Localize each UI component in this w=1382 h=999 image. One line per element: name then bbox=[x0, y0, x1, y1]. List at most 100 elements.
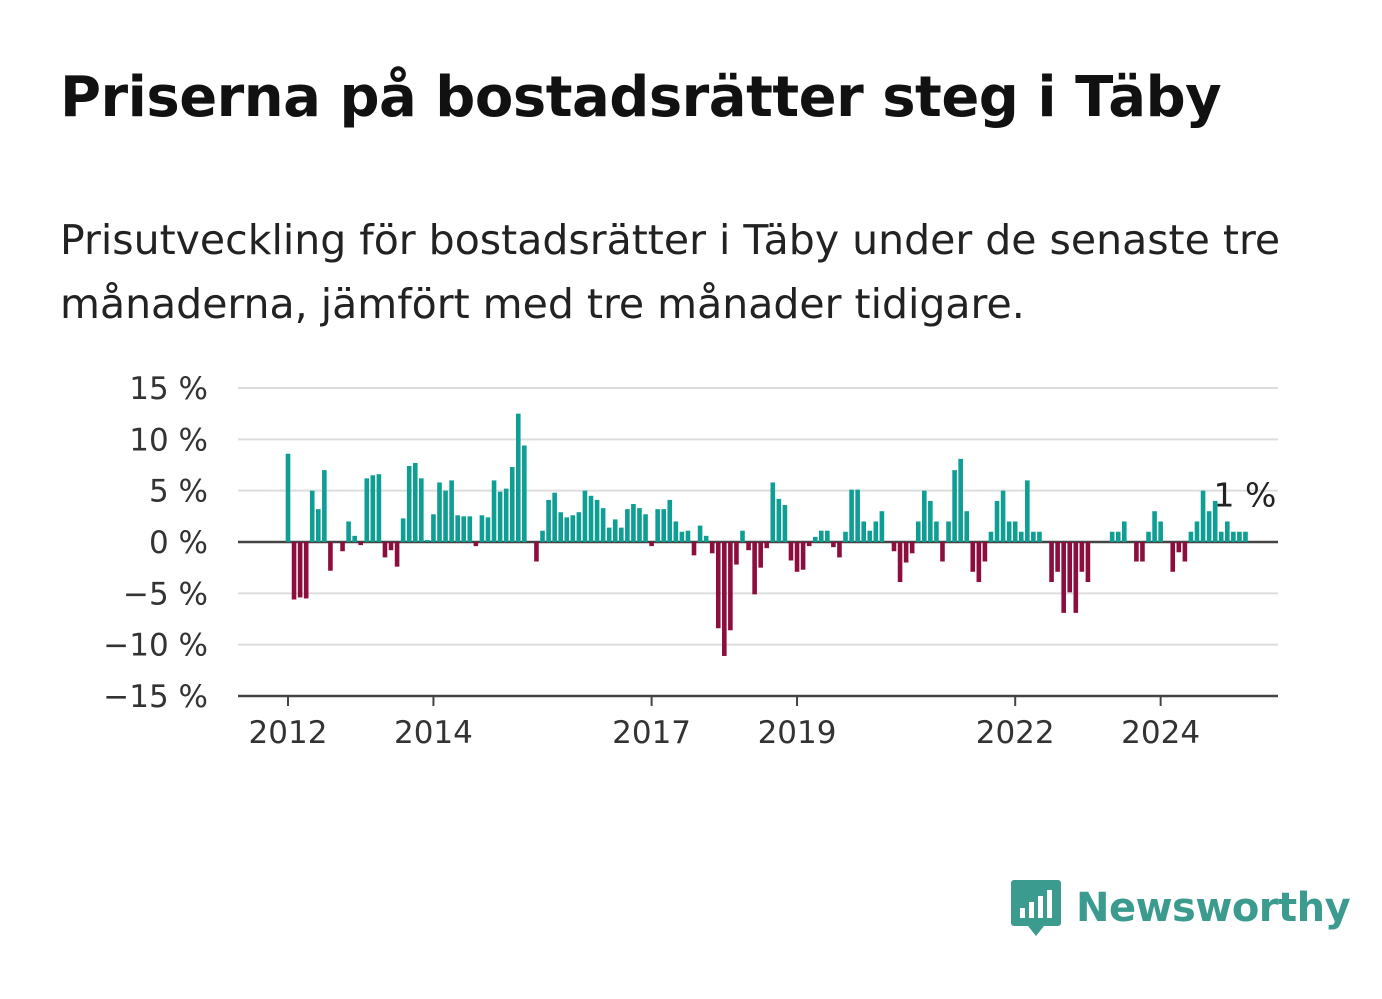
bar bbox=[540, 530, 545, 542]
y-tick-label: −5 % bbox=[123, 576, 208, 612]
bar bbox=[1109, 531, 1115, 542]
bar bbox=[1152, 511, 1157, 542]
x-tick-label: 2019 bbox=[758, 715, 837, 751]
bar bbox=[576, 512, 582, 542]
bar bbox=[667, 499, 673, 542]
x-tick-label: 2014 bbox=[394, 715, 473, 751]
bar bbox=[1049, 542, 1054, 583]
bar bbox=[734, 542, 739, 565]
page-title: Priserna på bostadsrätter steg i Täby bbox=[60, 65, 1222, 130]
bar bbox=[752, 542, 757, 595]
bar bbox=[1231, 531, 1236, 542]
bar bbox=[982, 542, 988, 562]
bar bbox=[619, 527, 624, 542]
bar bbox=[903, 542, 909, 563]
bar bbox=[1061, 542, 1066, 613]
bar bbox=[1158, 521, 1163, 542]
bar bbox=[461, 516, 467, 542]
bar bbox=[922, 490, 927, 542]
bar bbox=[1121, 521, 1127, 542]
bar bbox=[776, 498, 782, 542]
bars bbox=[285, 413, 1248, 656]
bar bbox=[794, 542, 800, 572]
bar bbox=[546, 499, 551, 542]
bar bbox=[788, 542, 794, 561]
bar bbox=[1067, 542, 1073, 593]
bar bbox=[412, 462, 418, 542]
newsworthy-logo: Newsworthy bbox=[1010, 878, 1351, 938]
bar bbox=[534, 542, 539, 562]
bar bbox=[631, 504, 636, 542]
bar bbox=[1134, 542, 1139, 562]
bar bbox=[285, 453, 291, 542]
bar bbox=[746, 542, 751, 551]
bar bbox=[564, 517, 570, 542]
bar bbox=[1115, 531, 1121, 542]
bar bbox=[940, 542, 945, 562]
bar bbox=[1073, 542, 1079, 613]
bar bbox=[1212, 500, 1218, 542]
bar bbox=[722, 542, 727, 656]
bar bbox=[1006, 521, 1012, 542]
bar bbox=[715, 542, 721, 629]
bar bbox=[812, 536, 818, 542]
last-value-label: 1 % bbox=[1213, 476, 1276, 515]
x-tick-label: 2022 bbox=[976, 715, 1055, 751]
bar bbox=[406, 466, 412, 542]
bar bbox=[364, 478, 370, 542]
bar bbox=[1037, 531, 1042, 542]
bar bbox=[352, 535, 357, 542]
bar bbox=[964, 511, 970, 542]
bar bbox=[685, 530, 691, 542]
bar bbox=[443, 490, 448, 542]
bar bbox=[1237, 531, 1242, 542]
bar bbox=[340, 542, 345, 552]
bar bbox=[643, 514, 648, 542]
bar bbox=[867, 530, 873, 542]
bar bbox=[1140, 542, 1145, 562]
bar bbox=[309, 490, 315, 542]
bar bbox=[455, 515, 460, 542]
bar bbox=[1206, 511, 1212, 542]
bar bbox=[612, 519, 618, 542]
bar bbox=[431, 514, 436, 542]
bar bbox=[679, 531, 685, 542]
bar bbox=[837, 542, 842, 558]
bar bbox=[467, 516, 473, 542]
bar bbox=[758, 542, 763, 568]
bar bbox=[316, 509, 321, 542]
bar bbox=[1146, 531, 1151, 542]
bar bbox=[655, 509, 660, 542]
bar bbox=[825, 530, 830, 542]
bar bbox=[522, 445, 527, 542]
bar bbox=[703, 535, 709, 542]
bar bbox=[782, 505, 788, 542]
y-tick-label: 5 % bbox=[149, 474, 208, 510]
bar bbox=[970, 542, 976, 572]
bar bbox=[728, 542, 733, 631]
bar bbox=[976, 542, 982, 583]
bar bbox=[946, 521, 951, 542]
bar bbox=[1018, 531, 1024, 542]
bar bbox=[958, 458, 963, 542]
bar bbox=[806, 542, 812, 547]
bar bbox=[855, 489, 860, 542]
bar bbox=[382, 542, 388, 558]
bar-chart-speech-bubble-icon bbox=[1011, 880, 1061, 936]
bar bbox=[552, 492, 557, 542]
bar bbox=[358, 542, 364, 546]
bar bbox=[570, 515, 576, 542]
bar bbox=[849, 489, 854, 542]
bar bbox=[394, 542, 400, 567]
bar bbox=[934, 521, 939, 542]
bar bbox=[891, 542, 897, 552]
bar bbox=[1170, 542, 1176, 572]
x-axis: 2012 2014 2017 2019 2022 2024 bbox=[238, 694, 1278, 751]
bar bbox=[1055, 542, 1060, 572]
bar bbox=[600, 508, 606, 542]
bar bbox=[625, 509, 630, 542]
bar bbox=[303, 542, 309, 599]
bar bbox=[594, 499, 600, 542]
bar bbox=[582, 490, 588, 542]
x-tick-label: 2017 bbox=[612, 715, 691, 751]
